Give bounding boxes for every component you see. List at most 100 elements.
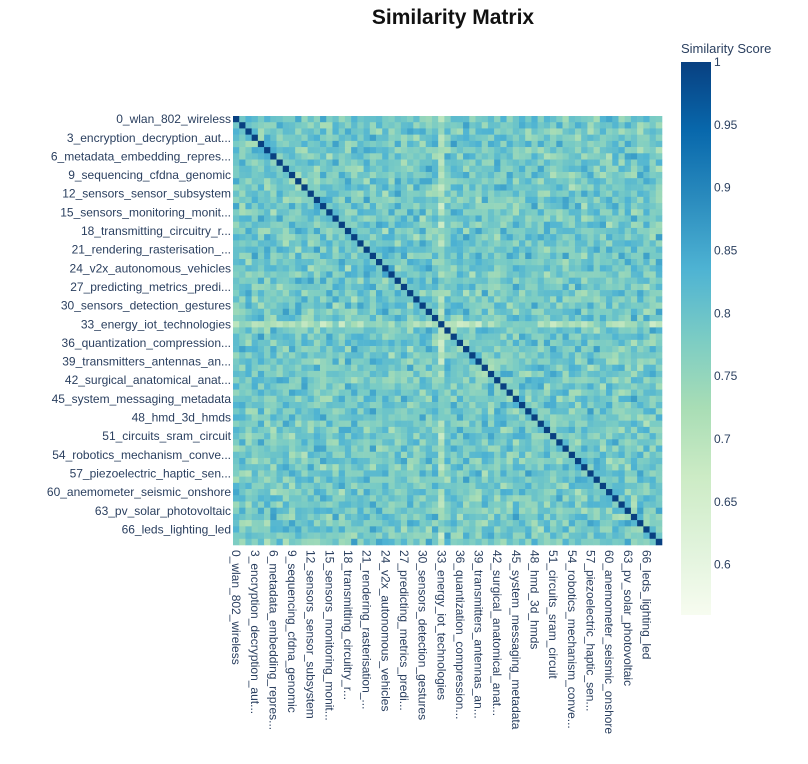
heatmap-cell [357, 408, 364, 415]
heatmap-cell [562, 290, 570, 297]
heatmap-cell [624, 190, 632, 198]
heatmap-cell [463, 433, 470, 440]
heatmap-cell [419, 184, 427, 191]
heatmap-cell [257, 377, 265, 384]
heatmap-cell [612, 526, 619, 533]
heatmap-cell [643, 513, 650, 521]
heatmap-cell [239, 314, 246, 322]
heatmap-cell [500, 165, 507, 173]
heatmap-cell [438, 414, 445, 421]
heatmap-cell [494, 147, 501, 154]
heatmap-cell [400, 383, 408, 390]
heatmap-cell [376, 501, 383, 508]
heatmap-cell [581, 346, 588, 353]
heatmap-cell [264, 420, 271, 428]
heatmap-cell [376, 128, 383, 135]
heatmap-cell [512, 122, 520, 129]
heatmap-cell [562, 302, 570, 310]
heatmap-cell [363, 308, 371, 316]
heatmap-cell [239, 246, 246, 254]
heatmap-cell [618, 196, 625, 204]
heatmap-cell [407, 501, 414, 508]
heatmap-cell [282, 302, 290, 310]
heatmap-cell [525, 389, 532, 397]
heatmap-cell [487, 520, 495, 527]
heatmap-cell [574, 470, 582, 477]
heatmap-cell [581, 227, 588, 235]
heatmap-cell [344, 358, 352, 365]
heatmap-cell [257, 302, 265, 310]
heatmap-cell [475, 346, 482, 353]
heatmap-cell [599, 476, 607, 484]
heatmap-cell [332, 433, 339, 440]
heatmap-cell [425, 445, 433, 453]
heatmap-cell [500, 283, 507, 291]
heatmap-cell [313, 526, 321, 533]
heatmap-cell [500, 196, 507, 204]
heatmap-cell [376, 377, 383, 384]
heatmap-cell [307, 140, 315, 148]
heatmap-cell [643, 271, 650, 278]
heatmap-cell [500, 190, 507, 198]
heatmap-cell [413, 370, 420, 378]
heatmap-cell [382, 439, 389, 446]
heatmap-cell [525, 532, 532, 540]
heatmap-cell [537, 259, 545, 266]
heatmap-cell [301, 358, 308, 365]
heatmap-cell [307, 153, 315, 160]
heatmap-cell [543, 227, 551, 235]
heatmap-cell [307, 147, 315, 154]
heatmap-cell [233, 526, 240, 533]
heatmap-cell [630, 165, 638, 173]
heatmap-cell [307, 265, 315, 272]
heatmap-cell [612, 389, 619, 397]
heatmap-cell [344, 520, 352, 527]
heatmap-cell [494, 420, 501, 428]
heatmap-cell [550, 277, 557, 285]
heatmap-cell [624, 364, 632, 372]
heatmap-cell [475, 259, 482, 266]
heatmap-cell [568, 520, 576, 527]
heatmap-cell [338, 252, 346, 260]
heatmap-cell [649, 271, 657, 278]
heatmap-cell [500, 495, 507, 502]
heatmap-cell [606, 252, 613, 260]
heatmap-cell [264, 302, 271, 310]
heatmap-cell [419, 178, 427, 185]
heatmap-cell [543, 116, 551, 123]
heatmap-cell [233, 122, 240, 129]
heatmap-cell [288, 190, 296, 198]
heatmap-cell [357, 190, 364, 198]
heatmap-cell [500, 383, 507, 390]
heatmap-cell [332, 277, 339, 285]
heatmap-cell [593, 476, 601, 484]
heatmap-cell [606, 134, 613, 142]
heatmap-cell [301, 445, 308, 453]
heatmap-cell [270, 153, 277, 160]
heatmap-cell [500, 171, 507, 179]
heatmap-cell [400, 476, 408, 484]
heatmap-cell [637, 364, 644, 372]
heatmap-cell [568, 147, 576, 154]
heatmap-cell [431, 433, 439, 440]
heatmap-cell [456, 470, 464, 477]
heatmap-cell [400, 190, 408, 198]
heatmap-cell [288, 451, 296, 459]
heatmap-cell [512, 470, 520, 477]
heatmap-cell [419, 327, 427, 334]
y-tick-label: 24_v2x_autonomous_vehicles [70, 261, 231, 275]
heatmap-cell [450, 476, 458, 484]
heatmap-cell [301, 171, 308, 179]
heatmap-cell [537, 352, 545, 359]
heatmap-cell [257, 489, 265, 496]
heatmap-cell [630, 346, 638, 353]
heatmap-cell [357, 159, 364, 167]
heatmap-cell [400, 495, 408, 502]
heatmap-cell [500, 395, 507, 403]
heatmap-cell [307, 128, 315, 135]
heatmap-cell [413, 439, 420, 446]
heatmap-cell [425, 277, 433, 285]
heatmap-cell [537, 420, 545, 428]
heatmap-cell [425, 178, 433, 185]
heatmap-cell [444, 451, 451, 459]
